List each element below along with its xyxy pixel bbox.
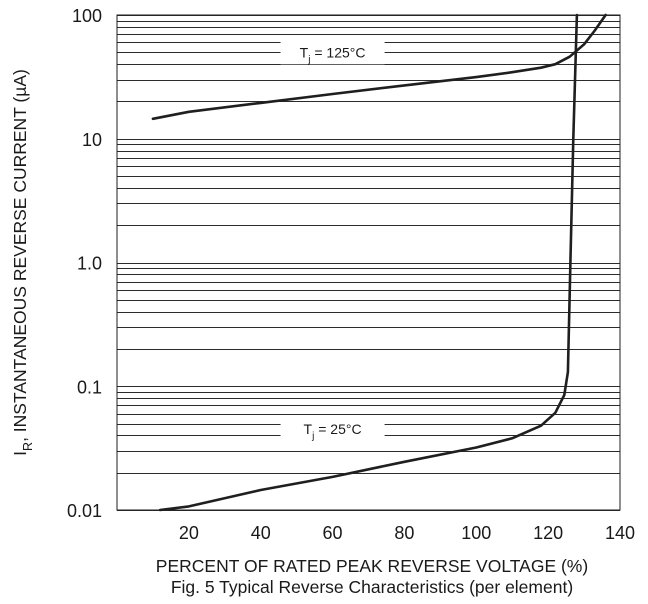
y-axis-title-suffix: , INSTANTANEOUS REVERSE CURRENT (µA) bbox=[10, 69, 30, 442]
titles: PERCENT OF RATED PEAK REVERSE VOLTAGE (%… bbox=[10, 69, 588, 597]
x-tick-label: 120 bbox=[533, 523, 563, 543]
chart-title: Fig. 5 Typical Reverse Characteristics (… bbox=[171, 577, 573, 597]
series-label-1: Tj = 125°C bbox=[280, 40, 385, 65]
y-tick-label: 1.0 bbox=[77, 254, 102, 274]
y-tick-label: 0.01 bbox=[67, 501, 102, 521]
series-line-1 bbox=[151, 13, 607, 121]
x-tick-label: 100 bbox=[461, 523, 491, 543]
y-axis-title-subscript: R bbox=[21, 442, 35, 451]
x-tick-label: 60 bbox=[323, 523, 343, 543]
series-label-2: Tj = 25°C bbox=[280, 417, 385, 442]
y-tick-label: 0.1 bbox=[77, 377, 102, 397]
x-axis-title: PERCENT OF RATED PEAK REVERSE VOLTAGE (%… bbox=[156, 556, 588, 576]
series-label-background bbox=[280, 40, 385, 65]
plot-frame bbox=[116, 14, 621, 511]
y-tick-label: 100 bbox=[72, 6, 102, 26]
series-line-2 bbox=[158, 13, 579, 512]
x-tick-label: 80 bbox=[394, 523, 414, 543]
y-axis-title: IR, INSTANTANEOUS REVERSE CURRENT (µA) bbox=[10, 69, 35, 456]
y-tick-label: 10 bbox=[82, 130, 102, 150]
series-label-background bbox=[280, 417, 385, 442]
tick-labels: 20 40 60 80 100 120 140 0.01 0.1 1.0 10 100 bbox=[67, 6, 635, 543]
series-label-text: Tj = 125°C bbox=[300, 44, 366, 65]
x-tick-label: 40 bbox=[251, 523, 271, 543]
y-axis-title-prefix: I bbox=[10, 451, 30, 456]
x-tick-label: 20 bbox=[179, 523, 199, 543]
series-layer: Tj = 125°C Tj = 25°C bbox=[151, 13, 607, 512]
grid bbox=[117, 15, 620, 511]
series-label-text: Tj = 25°C bbox=[304, 421, 362, 442]
x-tick-label: 140 bbox=[605, 523, 635, 543]
